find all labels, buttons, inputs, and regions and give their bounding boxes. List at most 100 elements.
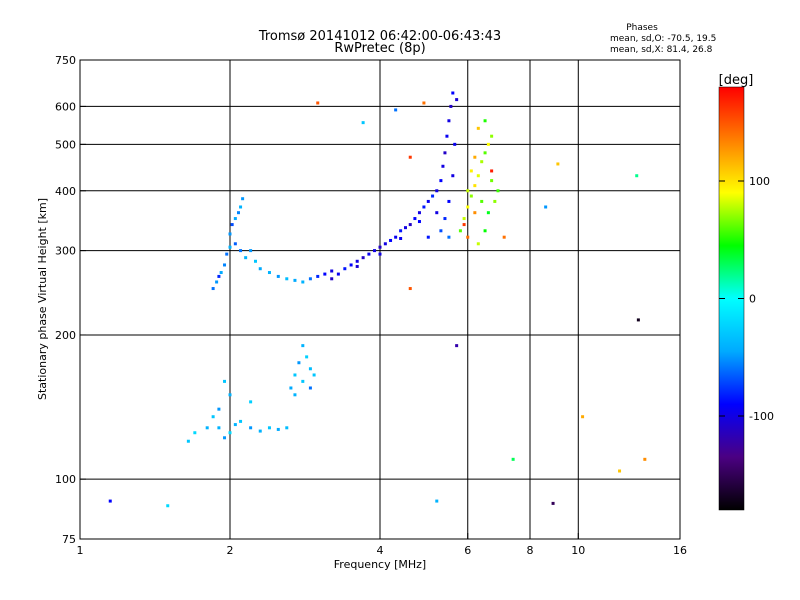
colorbar-tick-label: 100	[749, 175, 770, 188]
data-point	[336, 272, 340, 276]
data-point	[285, 277, 289, 281]
data-point	[389, 238, 393, 242]
data-point	[285, 426, 289, 430]
data-point	[367, 252, 371, 256]
data-point	[408, 155, 412, 159]
y-tick-label: 750	[55, 54, 76, 67]
data-point	[413, 217, 417, 221]
chart-title: Tromsø 20141012 06:42:00-06:43:43	[258, 29, 501, 44]
data-point	[408, 223, 412, 227]
data-point	[308, 367, 312, 371]
data-point	[486, 211, 490, 215]
data-point	[361, 256, 365, 260]
data-point	[215, 280, 219, 284]
data-point	[441, 164, 445, 168]
data-point	[293, 393, 297, 397]
y-tick-label: 75	[62, 533, 76, 546]
series-2	[186, 344, 316, 443]
data-point	[258, 267, 262, 271]
data-point	[211, 415, 215, 419]
data-point	[211, 287, 215, 291]
data-point	[466, 189, 470, 193]
data-point	[447, 119, 451, 123]
data-point	[581, 415, 585, 419]
data-point	[301, 379, 305, 383]
data-point	[267, 271, 271, 275]
data-point	[455, 344, 459, 348]
data-point	[443, 217, 447, 221]
data-point	[378, 252, 382, 256]
data-point	[301, 344, 305, 348]
data-point	[453, 142, 457, 146]
data-point	[455, 98, 459, 102]
data-point	[394, 235, 398, 239]
data-point	[483, 119, 487, 123]
data-point	[361, 121, 365, 125]
phases-heading: Phases	[626, 23, 658, 33]
data-point	[241, 197, 245, 201]
colorbar-label: [deg]	[719, 73, 754, 88]
data-point	[166, 504, 170, 508]
data-point	[236, 211, 240, 215]
phase-o-stats: mean, sd,O: -70.5, 19.5	[610, 34, 716, 44]
data-point	[223, 263, 227, 267]
data-point	[239, 419, 243, 423]
data-point	[439, 229, 443, 233]
data-point	[403, 226, 407, 230]
data-point	[293, 373, 297, 377]
data-point	[469, 169, 473, 173]
data-point	[451, 174, 455, 178]
data-point	[233, 423, 237, 427]
data-point	[435, 211, 439, 215]
data-point	[228, 245, 232, 249]
x-axis: 1 2 4 6 8 10 16	[77, 533, 687, 557]
data-point	[417, 211, 421, 215]
data-points	[108, 91, 647, 508]
data-point	[244, 256, 248, 260]
data-point	[355, 264, 359, 268]
data-point	[249, 400, 253, 404]
x-tick-label: 6	[464, 544, 471, 557]
data-point	[349, 263, 353, 267]
data-point	[439, 179, 443, 183]
data-point	[373, 249, 377, 253]
data-point	[490, 134, 494, 138]
data-point	[108, 499, 112, 503]
x-tick-label: 4	[377, 544, 384, 557]
data-point	[435, 499, 439, 503]
y-tick-label: 400	[55, 185, 76, 198]
data-point	[618, 469, 622, 473]
data-point	[486, 142, 490, 146]
colorbar-ticks: 100 0 -100	[719, 175, 774, 423]
data-point	[228, 393, 232, 397]
data-point	[502, 235, 506, 239]
series-0	[211, 91, 459, 291]
series-1	[458, 119, 500, 246]
data-point	[308, 277, 312, 281]
series-3	[108, 101, 647, 508]
data-point	[643, 457, 647, 461]
data-point	[312, 373, 316, 377]
data-point	[445, 134, 449, 138]
data-point	[426, 235, 430, 239]
data-point	[469, 194, 473, 198]
data-point	[316, 101, 320, 105]
y-tick-label: 600	[55, 100, 76, 113]
data-point	[408, 287, 412, 291]
data-point	[383, 242, 387, 246]
phase-x-stats: mean, sd,X: 81.4, 26.8	[610, 45, 713, 55]
data-point	[490, 179, 494, 183]
data-point	[496, 189, 500, 193]
data-point	[476, 126, 480, 130]
data-point	[447, 235, 451, 239]
data-point	[476, 174, 480, 178]
data-point	[293, 278, 297, 282]
data-point	[330, 277, 334, 281]
data-point	[217, 274, 221, 278]
x-tick-label: 16	[673, 544, 687, 557]
data-point	[431, 194, 435, 198]
data-point	[422, 101, 426, 105]
data-point	[476, 242, 480, 246]
data-point	[544, 205, 548, 209]
data-point	[473, 155, 477, 159]
